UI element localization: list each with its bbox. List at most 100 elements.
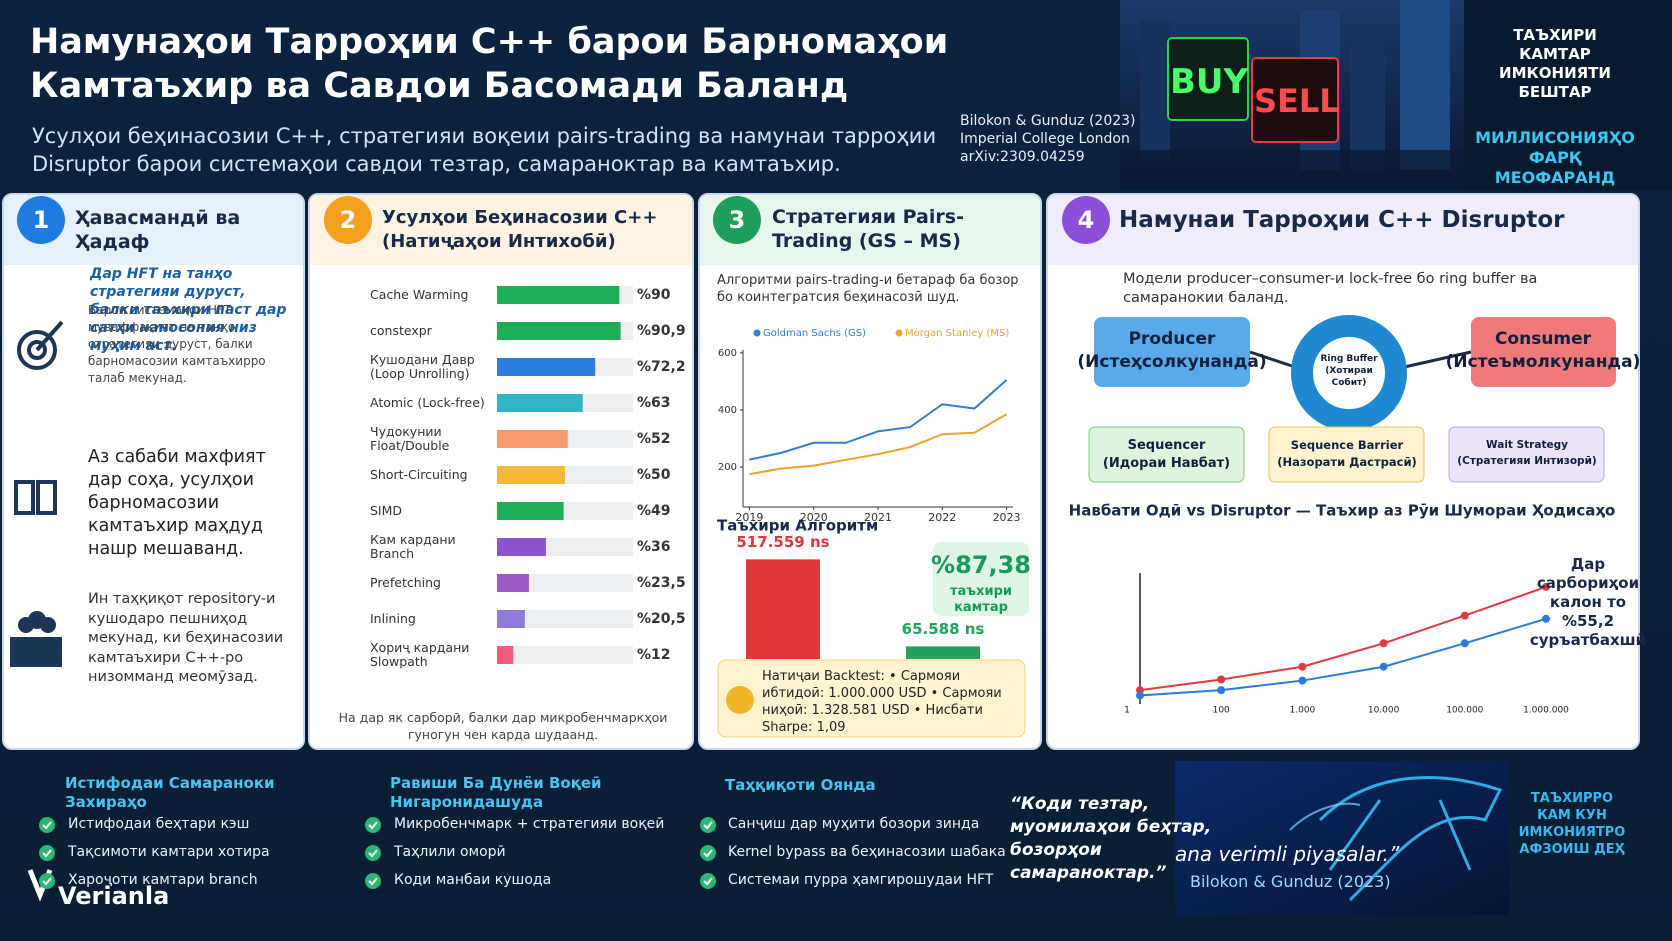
value-label: %12 xyxy=(637,647,671,663)
bar xyxy=(906,646,980,659)
value-label: %63 xyxy=(637,395,671,411)
bar-track xyxy=(497,574,633,592)
description: Модели producer–consumer-и lock-free бо … xyxy=(1123,271,1538,306)
y-tick-label: 600 xyxy=(718,348,737,359)
check-icon xyxy=(365,845,381,861)
footer-item: Таҳлили оморӣ xyxy=(394,844,506,860)
bar-track xyxy=(497,610,633,628)
bar xyxy=(497,286,620,304)
chart-title: Навбати Одӣ vs Disruptor — Таъхир аз Рӯи… xyxy=(1069,502,1616,520)
x-tick-label: 1.000.000 xyxy=(1523,706,1569,716)
panel-text: Аз сабаби махфият дар соҳа, усулҳои барн… xyxy=(88,447,266,559)
footer-item: Коди манбаи кушода xyxy=(394,872,552,888)
bar-label: Кам кардани Branch xyxy=(370,532,456,561)
title-line: Камтаъхир ва Савдои Басомади Баланд xyxy=(30,66,849,106)
value-label: %49 xyxy=(637,503,671,519)
bar-label: Кушодани Давр (Loop Unrolling) xyxy=(370,352,475,381)
point xyxy=(1460,639,1469,648)
x-tick-label: 2021 xyxy=(864,511,892,524)
quote-source: Bilokon & Gunduz (2023) xyxy=(1190,872,1391,891)
check-icon xyxy=(39,845,55,861)
panel-title: Усулҳои Беҳинасозии C++ (Натиҷаҳои Интих… xyxy=(382,207,658,252)
point xyxy=(1379,662,1388,671)
line xyxy=(749,379,1008,461)
book-icon xyxy=(14,480,57,515)
check-mark xyxy=(368,821,378,830)
point xyxy=(1460,611,1469,620)
badge-top: ТАЪХИРИ КАМТАР ИМКОНИЯТИ БЕШТАР xyxy=(1499,26,1611,101)
footer-item: Тақсимоти камтари хотира xyxy=(68,844,270,860)
x-tick-label: 2020 xyxy=(800,511,828,524)
value-label: %20,5 xyxy=(637,611,686,627)
footer-title: Равиши Ба Дунёи Воқеӣ Нигаронидашуда xyxy=(390,774,602,811)
backtest: Натиҷаи Backtest: • Сармояи ибтидоӣ: 1.0… xyxy=(762,669,1002,735)
citation-line: Imperial College London xyxy=(960,131,1130,147)
footer-item: Истифодаи беҳтари кэш xyxy=(68,816,250,832)
bar-label: Inlining xyxy=(370,611,416,626)
bar xyxy=(497,358,596,376)
check-icon xyxy=(700,845,716,861)
bar-label: Чудокунии Float/Double xyxy=(370,424,450,453)
legend-label: Morgan Stanley (MS) xyxy=(905,328,1009,339)
citation-line: arXiv:2309.04259 xyxy=(960,149,1085,165)
sell-screen xyxy=(1251,57,1339,143)
backtest-box xyxy=(717,659,1026,738)
note: На дар як сарборӣ, балки дар микробенчма… xyxy=(338,710,668,742)
panel-number: 4 xyxy=(1062,196,1110,244)
value-label: %72,2 xyxy=(637,359,686,375)
intro: Барои системаҳои HFT муваффақият на танҳ… xyxy=(88,303,266,385)
bar xyxy=(497,466,565,484)
node-label: Sequencer (Идораи Навбат) xyxy=(1102,438,1231,471)
callout-caption: таъхири камтар xyxy=(950,584,1012,615)
slogan: ТАЪХИРРО КАМ КУН ИМКОНИЯТРО АФЗОИШ ДЕҲ xyxy=(1518,791,1626,857)
footer-item: Kernel bypass ва беҳинасозии шабака xyxy=(728,844,1006,860)
subtitle-line: Усулҳои беҳинасозии C++, стратегияи воқе… xyxy=(32,124,937,148)
brand: Verianla xyxy=(58,882,170,910)
value-label: %36 xyxy=(637,539,671,555)
bar-label: Cache Warming xyxy=(370,287,469,302)
point xyxy=(1379,639,1388,648)
quote: “Коди тезтар, муомилаҳои беҳтар, бозорҳо… xyxy=(1010,794,1212,883)
x-tick-label: 1.000 xyxy=(1290,706,1316,716)
footer-item: Системаи пурра ҳамгирошудаи HFT xyxy=(728,872,994,888)
callout-box xyxy=(933,542,1029,616)
point xyxy=(1542,614,1550,623)
node-label: Wait Strategy (Стратегияи Интизорӣ) xyxy=(1457,439,1597,467)
line xyxy=(1139,585,1547,692)
target-icon xyxy=(17,320,64,370)
bar xyxy=(497,394,583,412)
bar-label: Short-Circuiting xyxy=(370,467,468,482)
legend-dot xyxy=(895,329,903,337)
badge-bottom: МИЛЛИСОНИЯҲО ФАРҚ МЕОФАРАНД xyxy=(1475,128,1635,187)
callout: %87,38 xyxy=(931,551,1031,579)
coin-icon xyxy=(726,686,754,714)
people-icon xyxy=(10,611,62,667)
annotation: Дар сарбориҳои калон то %55,2 суръатбахш… xyxy=(1529,555,1647,649)
chart-title: Таъхири Алгоритм xyxy=(717,517,878,535)
highlight: Дар HFT на танҳо стратегияи дуруст, балк… xyxy=(90,266,287,354)
value-label: 65.588 ns xyxy=(902,620,985,638)
value-label: %23,5 xyxy=(637,575,686,591)
check-mark xyxy=(368,877,378,886)
bar-track xyxy=(497,646,633,664)
subtitle-line: Disruptor барои системаҳои савдои тезтар… xyxy=(32,152,841,176)
x-tick-label: 2023 xyxy=(993,511,1021,524)
subtitle: Усулҳои беҳинасозии C++, стратегияи воқе… xyxy=(32,122,936,178)
bar-label: Prefetching xyxy=(370,575,441,590)
panel-text: Ин таҳқиқот repository-и кушодаро пешниҳ… xyxy=(88,591,284,685)
x-tick-label: 100 xyxy=(1213,706,1230,716)
description: Алгоритми pairs-trading-и бетараф ба боз… xyxy=(717,273,1019,305)
panel-title: Стратегияи Pairs-Trading (GS – MS) xyxy=(772,206,964,252)
bar-label: constexpr xyxy=(370,323,432,338)
buy-label: BUY xyxy=(1170,62,1249,102)
node-label: Ring Buffer (Хотираи Собит) xyxy=(1320,354,1378,388)
panel-number: 3 xyxy=(713,196,761,244)
x-tick-label: 1 xyxy=(1124,706,1130,716)
x-tick-label: 100.000 xyxy=(1446,706,1483,716)
line xyxy=(1139,617,1547,697)
node-label: Producer (Истеҳсолкунанда) xyxy=(1077,329,1267,372)
title: Намунаҳои Тарроҳии C++ барои Барномаҳои … xyxy=(30,20,948,108)
bar xyxy=(497,538,546,556)
